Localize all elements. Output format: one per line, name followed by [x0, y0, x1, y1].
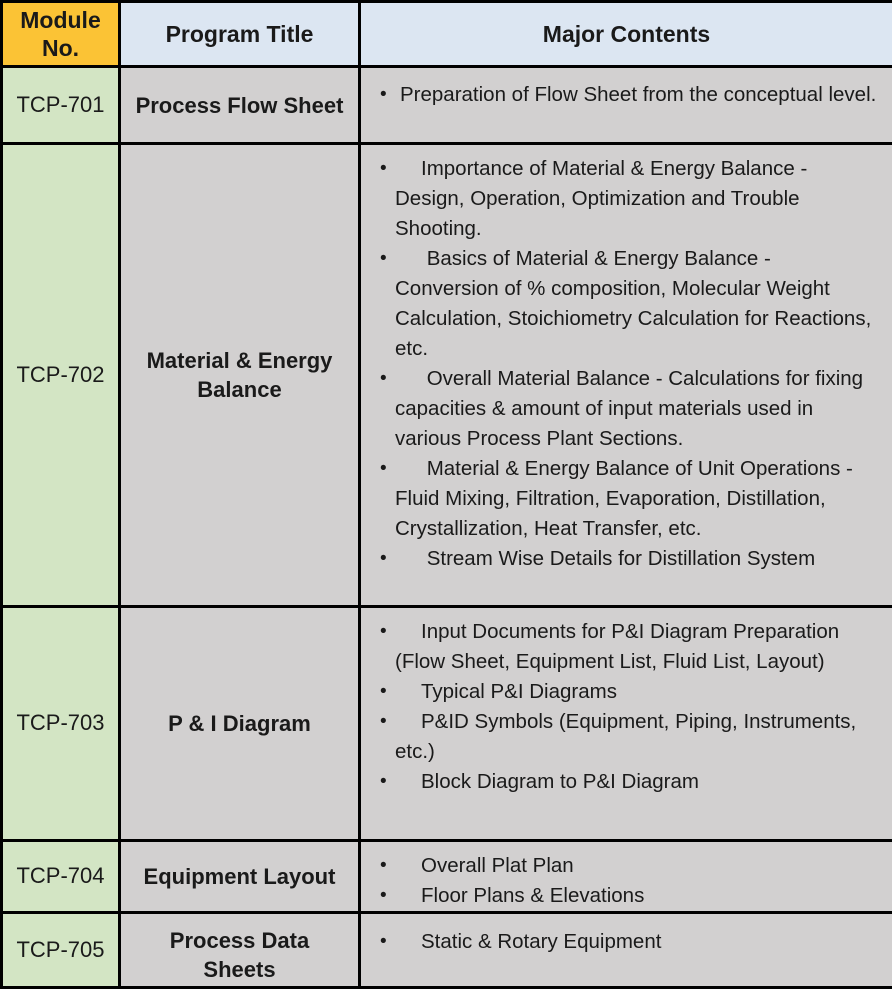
bullet-item: Basics of Material & Energy Balance - Co… — [363, 244, 891, 364]
bullet-item: Importance of Material & Energy Balance … — [363, 154, 891, 244]
contents-list: Preparation of Flow Sheet from the conce… — [363, 80, 891, 110]
table-header: Module No. Program Title Major Contents — [0, 0, 892, 68]
program-title: Material & Energy Balance — [146, 348, 333, 402]
program-title-cell: Process Flow Sheet — [118, 64, 361, 146]
bullet-item: Stream Wise Details for Distillation Sys… — [363, 544, 891, 574]
bullet-item: Overall Material Balance - Calculations … — [363, 364, 891, 454]
program-title-cell: Process Data Sheets — [118, 910, 361, 989]
bullet-item: P&ID Symbols (Equipment, Piping, Instrum… — [363, 707, 891, 767]
module-number: TCP-701 — [16, 92, 105, 118]
module-no-cell: TCP-703 — [0, 604, 121, 842]
contents-list: Overall Plat PlanFloor Plans & Elevation… — [363, 851, 891, 910]
bullet-item: Static & Rotary Equipment — [363, 927, 891, 957]
module-number: TCP-704 — [16, 863, 105, 889]
program-title: Process Flow Sheet — [135, 92, 344, 118]
table-row: TCP-704 Equipment Layout Overall Plat Pl… — [0, 838, 892, 914]
module-no-cell: TCP-704 — [0, 838, 121, 914]
bullet-item: Material & Energy Balance of Unit Operat… — [363, 454, 891, 544]
program-title: P & I Diagram — [168, 710, 311, 736]
major-contents-cell: Static & Rotary Equipment — [358, 910, 892, 989]
bullet-item: Typical P&I Diagrams — [363, 677, 891, 707]
bullet-item: Block Diagram to P&I Diagram — [363, 767, 891, 797]
module-number: TCP-702 — [16, 362, 105, 387]
column-header-major-contents: Major Contents — [358, 0, 892, 68]
header-row: Module No. Program Title Major Contents — [0, 0, 892, 68]
bullet-item: Floor Plans & Elevations — [363, 881, 891, 910]
column-header-program-title: Program Title — [118, 0, 361, 68]
table-row: TCP-703 P & I Diagram Input Documents fo… — [0, 604, 892, 842]
program-title-cell: Material & Energy Balance — [118, 142, 361, 608]
major-contents-cell: Overall Plat PlanFloor Plans & Elevation… — [358, 838, 892, 914]
table-row: TCP-705 Process Data Sheets Static & Rot… — [0, 910, 892, 989]
bullet-item: Input Documents for P&I Diagram Preparat… — [363, 617, 891, 677]
major-contents-cell: Preparation of Flow Sheet from the conce… — [358, 64, 892, 146]
module-no-cell: TCP-705 — [0, 910, 121, 989]
table-row: TCP-701 Process Flow Sheet Preparation o… — [0, 64, 892, 146]
column-header-module-no: Module No. — [0, 0, 121, 68]
table-body: TCP-701 Process Flow Sheet Preparation o… — [0, 64, 892, 989]
contents-list: Static & Rotary Equipment — [363, 927, 891, 957]
bullet-item: Overall Plat Plan — [363, 851, 891, 881]
major-contents-cell: Importance of Material & Energy Balance … — [358, 142, 892, 608]
contents-list: Importance of Material & Energy Balance … — [363, 154, 891, 574]
module-number: TCP-703 — [16, 710, 105, 736]
program-title-cell: Equipment Layout — [118, 838, 361, 914]
contents-list: Input Documents for P&I Diagram Preparat… — [363, 617, 891, 797]
program-title: Process Data Sheets — [169, 927, 310, 982]
module-no-cell: TCP-701 — [0, 64, 121, 146]
module-number: TCP-705 — [16, 936, 105, 962]
module-no-cell: TCP-702 — [0, 142, 121, 608]
program-title-cell: P & I Diagram — [118, 604, 361, 842]
program-title: Equipment Layout — [143, 863, 336, 889]
table-row: TCP-702 Material & Energy Balance Import… — [0, 142, 892, 608]
major-contents-cell: Input Documents for P&I Diagram Preparat… — [358, 604, 892, 842]
bullet-item: Preparation of Flow Sheet from the conce… — [363, 80, 891, 110]
